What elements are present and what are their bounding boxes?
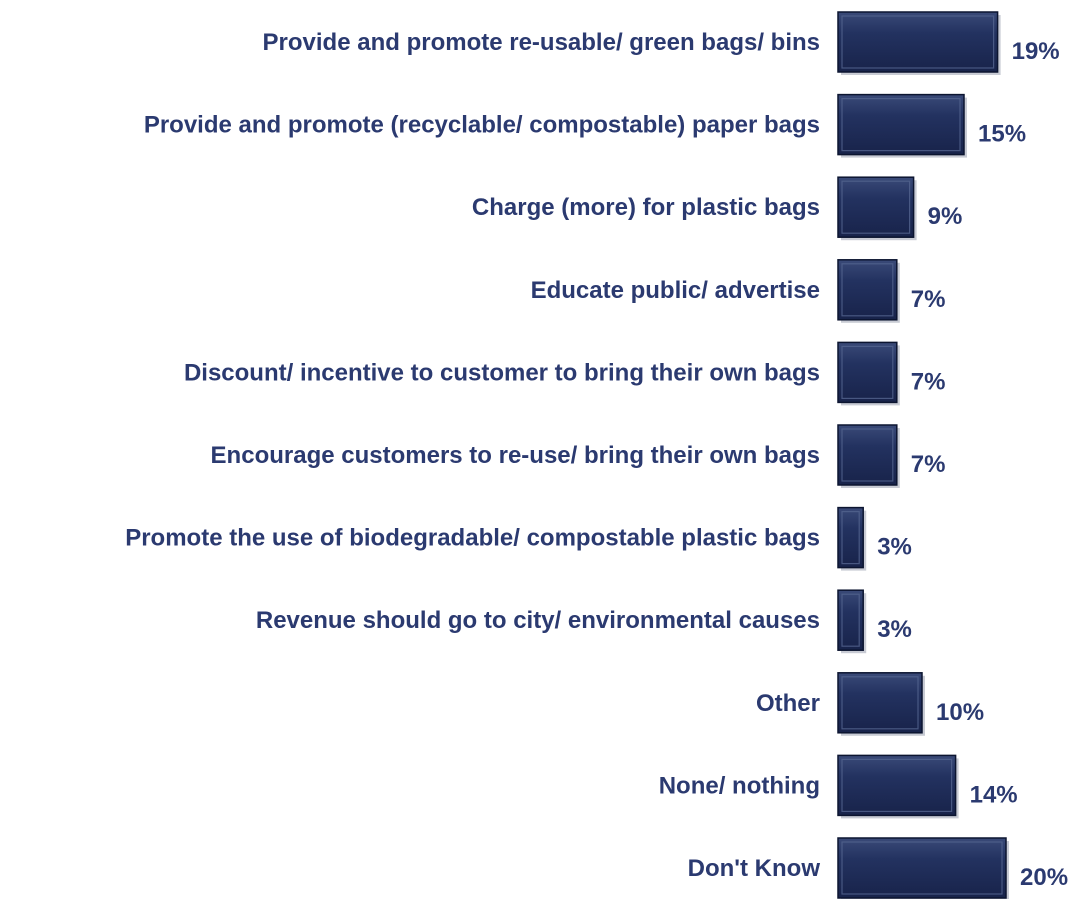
bar <box>837 341 900 406</box>
bar-bevel <box>841 511 860 565</box>
category-labels: Provide and promote re-usable/ green bag… <box>125 29 820 882</box>
category-label: Educate public/ advertise <box>531 277 820 304</box>
category-label: Other <box>756 690 820 717</box>
bar-bevel <box>841 676 919 730</box>
data-label: 7% <box>911 286 946 313</box>
bar-bevel <box>841 593 860 647</box>
bar <box>837 837 1009 901</box>
bar-bevel <box>841 345 894 399</box>
category-label: Provide and promote (recyclable/ compost… <box>144 112 820 139</box>
bar <box>837 176 917 241</box>
bar-bevel <box>841 758 953 813</box>
bar <box>837 754 959 819</box>
data-label: 15% <box>978 121 1026 148</box>
category-label: Revenue should go to city/ environmental… <box>256 607 820 634</box>
data-label: 3% <box>877 534 912 561</box>
bar-body <box>837 11 999 73</box>
bar-body <box>837 341 898 404</box>
data-label: 10% <box>936 699 984 726</box>
bar-body <box>837 176 915 238</box>
bar-bevel <box>841 15 995 69</box>
bar-body <box>837 259 898 321</box>
bar <box>837 589 867 654</box>
data-label: 19% <box>1012 38 1060 65</box>
category-label: None/ nothing <box>659 772 820 799</box>
category-label: Charge (more) for plastic bags <box>472 194 820 221</box>
bar-body <box>837 672 923 734</box>
bar <box>837 93 967 158</box>
bar-body <box>837 837 1007 899</box>
bar-bevel <box>841 841 1003 895</box>
data-label: 9% <box>928 203 963 230</box>
bar-body <box>837 754 957 817</box>
category-label: Promote the use of biodegradable/ compos… <box>125 525 820 552</box>
data-label: 3% <box>877 616 912 643</box>
data-label: 14% <box>970 781 1018 808</box>
bar-bevel <box>841 428 894 482</box>
category-label: Discount/ incentive to customer to bring… <box>184 359 820 386</box>
category-label: Don't Know <box>688 855 821 882</box>
bar-bevel <box>841 97 961 152</box>
data-label: 7% <box>911 368 946 395</box>
bar-bevel <box>841 180 911 234</box>
bar-body <box>837 93 965 156</box>
bar <box>837 259 900 323</box>
category-label: Encourage customers to re-use/ bring the… <box>211 442 820 469</box>
data-label: 7% <box>911 451 946 478</box>
bar <box>837 424 900 488</box>
data-labels: 19% 15% 9% 7% 7% 7% 3% 3% 10% 14% 20% <box>877 38 1068 891</box>
bar <box>837 11 1001 75</box>
data-label: 20% <box>1020 864 1068 891</box>
bar <box>837 506 867 571</box>
bars-layer <box>837 11 1009 901</box>
bar <box>837 672 925 736</box>
category-label: Provide and promote re-usable/ green bag… <box>263 29 820 56</box>
bar-bevel <box>841 263 894 317</box>
bar-body <box>837 424 898 486</box>
